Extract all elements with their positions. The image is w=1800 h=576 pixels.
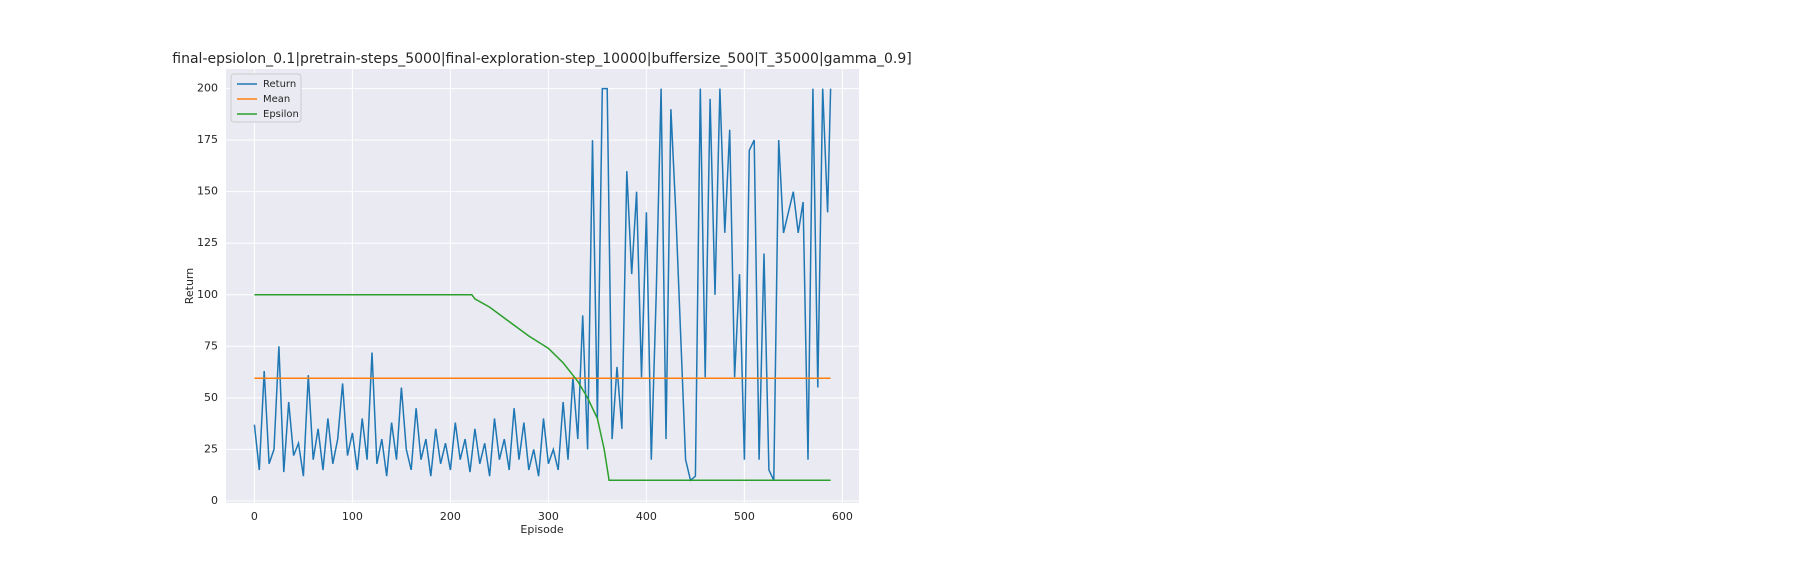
legend-label: Mean: [263, 94, 290, 105]
y-tick-label: 150: [197, 185, 218, 198]
y-tick-label: 125: [197, 236, 218, 249]
y-tick-label: 200: [197, 82, 218, 95]
y-tick-label: 75: [204, 339, 218, 352]
x-tick-label: 300: [538, 510, 559, 523]
x-tick-label: 400: [636, 510, 657, 523]
x-tick-label: 100: [342, 510, 363, 523]
legend-label: Return: [263, 79, 296, 90]
y-tick-label: 50: [204, 391, 218, 404]
data-line: [254, 294, 831, 482]
y-tick-label: 0: [211, 494, 218, 507]
y-axis-label: Return: [183, 268, 196, 305]
x-tick-label: 600: [832, 510, 853, 523]
y-tick-label: 25: [204, 442, 218, 455]
legend-label: Epsilon: [263, 109, 299, 120]
chart-title: final-epsiolon_0.1|pretrain-steps_5000|f…: [172, 51, 911, 67]
y-tick-label: 175: [197, 133, 218, 146]
legend-box: [230, 73, 302, 123]
x-tick-label: 200: [440, 510, 461, 523]
x-tick-label: 0: [251, 510, 258, 523]
x-tick-label: 500: [734, 510, 755, 523]
y-tick-label: 100: [197, 288, 218, 301]
x-axis-label: Episode: [520, 523, 563, 536]
data-line: [253, 87, 832, 482]
